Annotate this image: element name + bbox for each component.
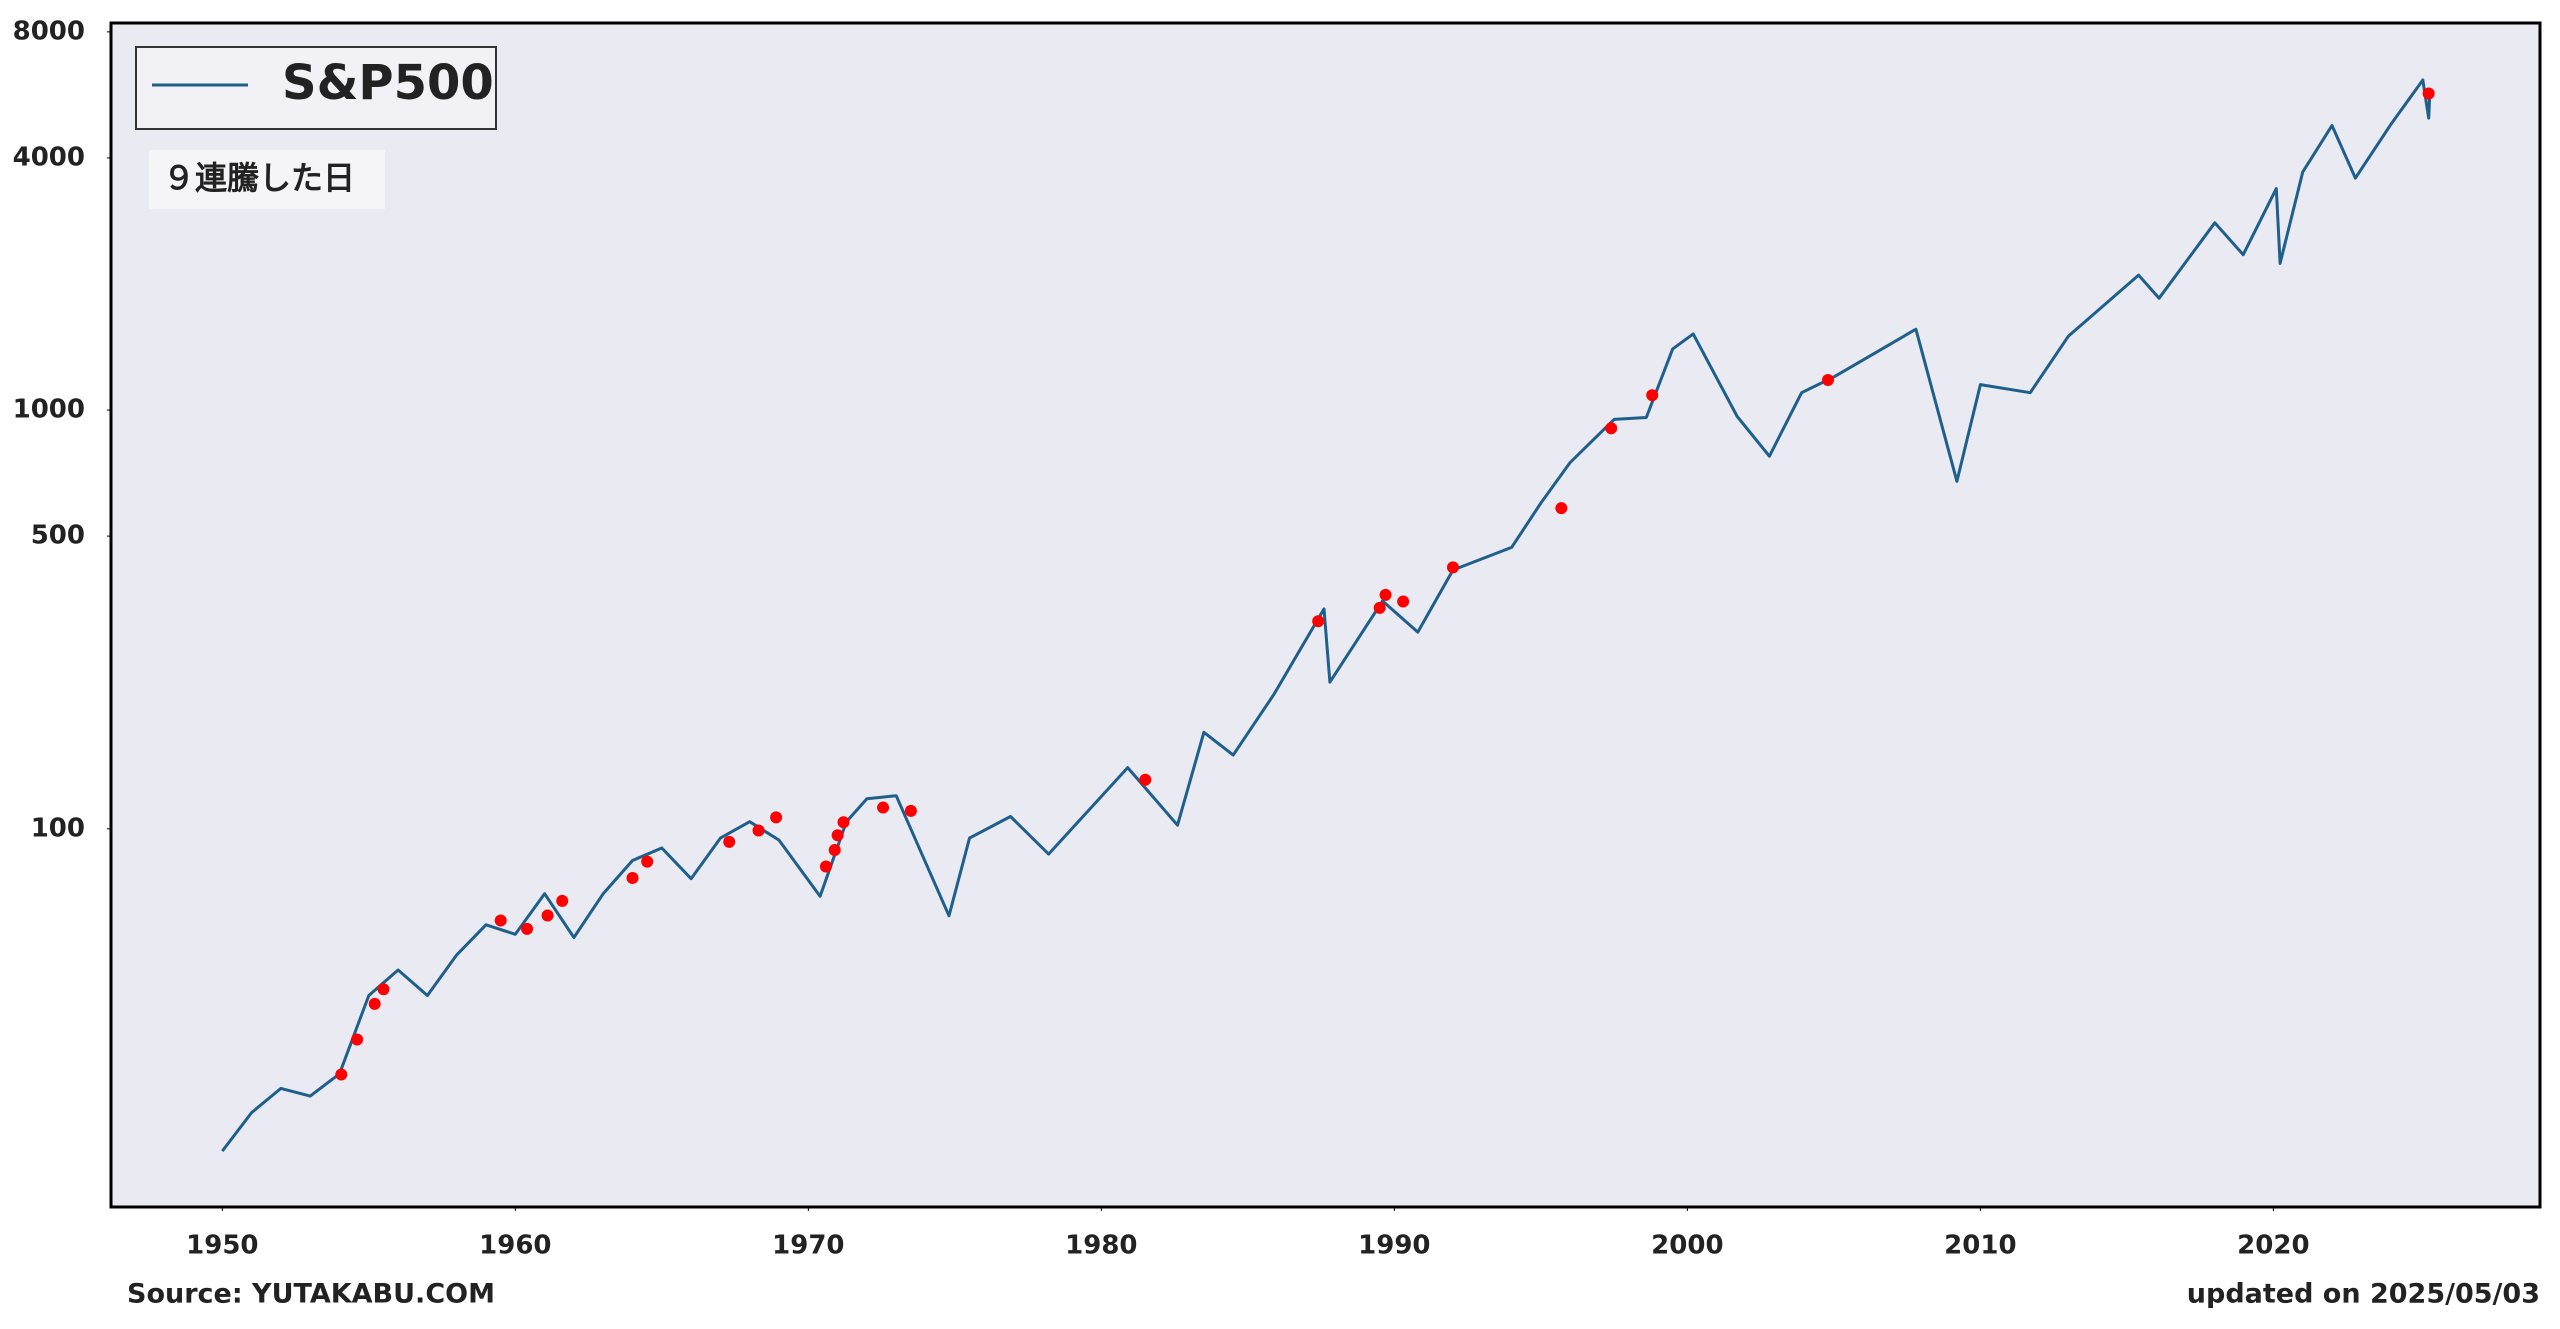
- y-tick-label: 500: [31, 521, 85, 551]
- streak-point: [641, 855, 654, 868]
- y-tick-label: 1000: [13, 395, 85, 425]
- streak-point: [351, 1033, 364, 1046]
- streak-point: [837, 816, 850, 829]
- x-tick-label: 1950: [186, 1231, 258, 1261]
- streak-point: [494, 914, 507, 927]
- y-tick-label: 8000: [13, 16, 85, 46]
- streak-point: [335, 1068, 348, 1081]
- streak-point: [752, 824, 765, 837]
- x-tick-label: 1990: [1358, 1231, 1430, 1261]
- streak-point: [1373, 601, 1386, 614]
- updated: updated on 2025/05/03: [2187, 1279, 2540, 1310]
- x-tick-label: 2010: [1944, 1231, 2016, 1261]
- streak-point: [1646, 389, 1659, 402]
- x-tick-label: 1980: [1065, 1231, 1137, 1261]
- x-tick-label: 2000: [1651, 1231, 1723, 1261]
- streak-point: [828, 844, 841, 857]
- streak-point: [368, 997, 381, 1010]
- legend: [135, 46, 497, 130]
- annotation-box: [149, 150, 385, 209]
- streak-point: [626, 872, 639, 885]
- streak-point: [1555, 502, 1568, 515]
- streak-point: [1312, 615, 1325, 628]
- streak-point: [1139, 773, 1152, 786]
- legend-label: S&P500: [282, 55, 494, 111]
- y-tick-label: 100: [31, 813, 85, 843]
- y-tick-label: 4000: [13, 142, 85, 172]
- streak-point: [377, 983, 390, 996]
- annotation: ９連騰した日: [163, 159, 355, 197]
- streak-point: [1397, 595, 1410, 608]
- streak-point: [2422, 87, 2435, 100]
- streak-point: [1822, 373, 1835, 386]
- streak-point: [1605, 422, 1618, 435]
- streak-point: [556, 894, 569, 907]
- streak-point: [521, 922, 534, 935]
- streak-point: [723, 835, 736, 848]
- streak-point: [819, 860, 832, 873]
- streak-point: [877, 801, 890, 814]
- price-line: [221, 78, 2432, 1153]
- source: Source: YUTAKABU.COM: [127, 1279, 495, 1310]
- streak-point: [541, 909, 554, 922]
- streak-point: [904, 804, 917, 817]
- streak-point: [1379, 588, 1392, 601]
- streak-point: [1446, 561, 1459, 574]
- x-tick-label: 2020: [2237, 1231, 2309, 1261]
- x-tick-label: 1960: [479, 1231, 551, 1261]
- streak-point: [831, 829, 844, 842]
- streak-point: [770, 811, 783, 824]
- x-tick-label: 1970: [772, 1231, 844, 1261]
